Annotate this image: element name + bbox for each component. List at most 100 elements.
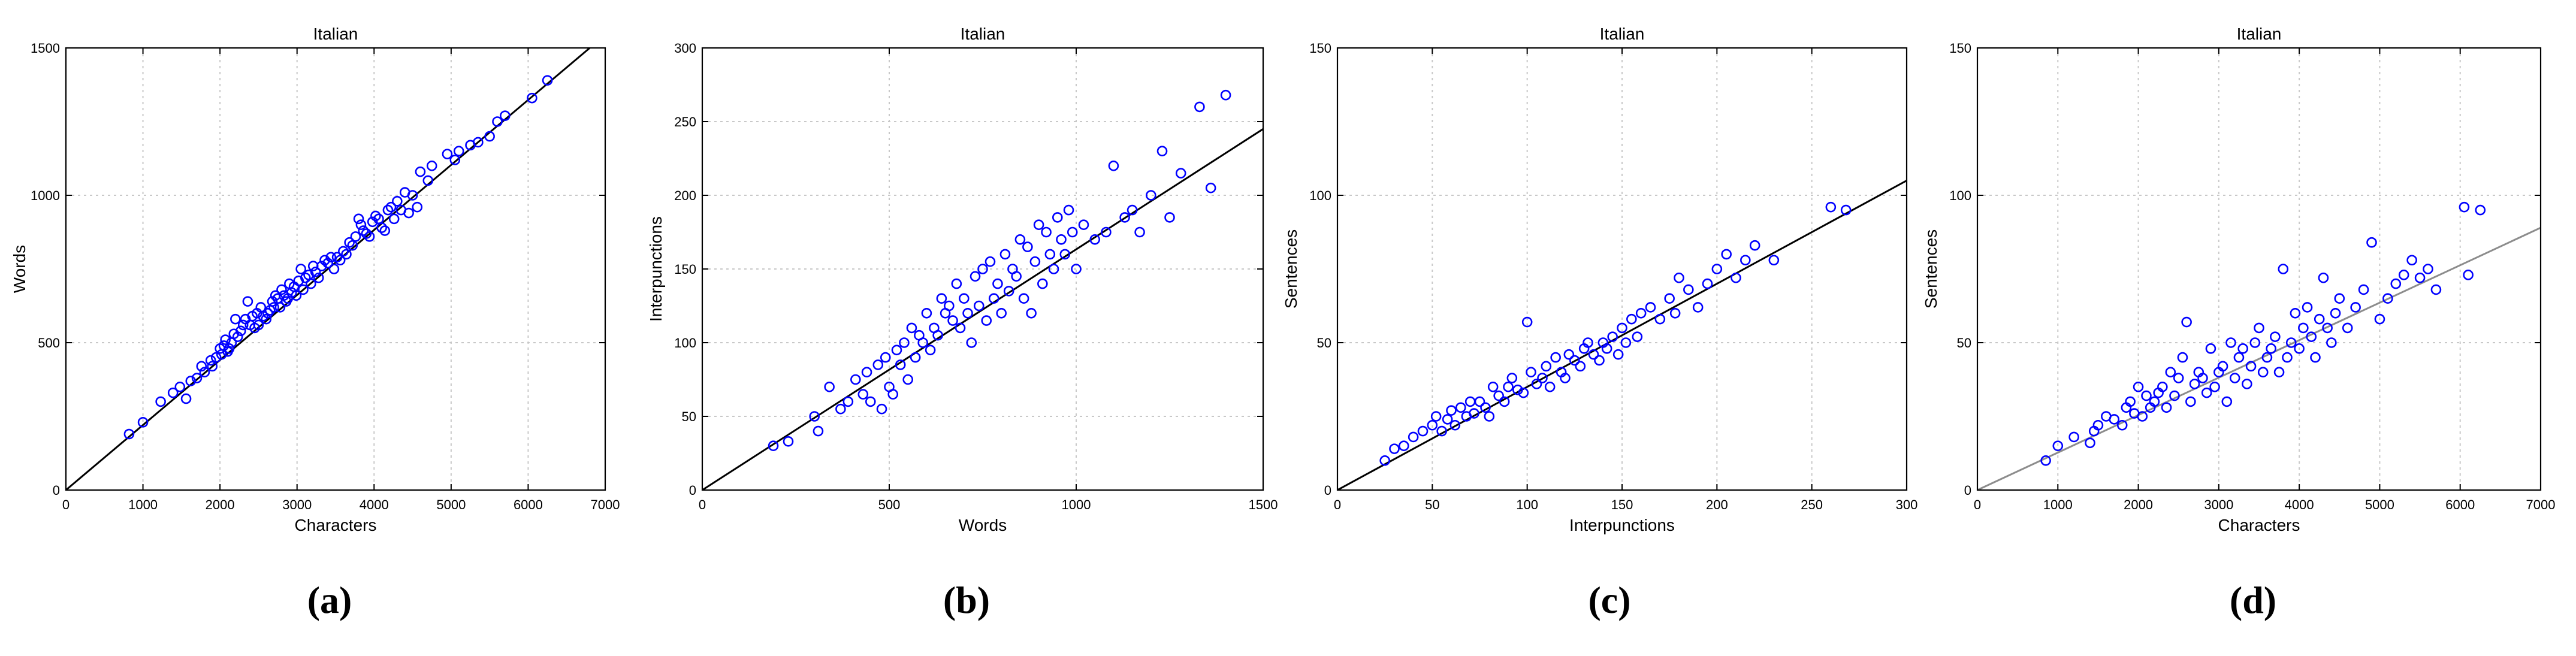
data-point: [1011, 271, 1022, 282]
x-axis-label: Characters: [295, 516, 377, 534]
data-point: [1078, 219, 1089, 231]
y-tick-label: 0: [1324, 483, 1331, 498]
data-point: [388, 213, 400, 225]
x-tick-label: 4000: [360, 497, 389, 512]
fit-line: [66, 48, 591, 490]
data-point: [2225, 337, 2236, 348]
data-point: [1408, 431, 1419, 443]
data-point: [385, 201, 397, 213]
data-point: [2229, 373, 2240, 383]
data-point: [1731, 272, 1741, 283]
data-point: [1635, 307, 1647, 319]
data-point: [1156, 146, 1168, 156]
data-point: [1389, 443, 1400, 454]
data-point: [1692, 302, 1704, 313]
data-point: [1026, 307, 1037, 319]
data-point: [2161, 402, 2172, 413]
data-point: [1469, 408, 1479, 419]
data-point: [527, 92, 537, 104]
data-point: [1512, 384, 1523, 395]
axes-frame: [65, 47, 606, 491]
data-point: [1474, 396, 1485, 407]
x-tick-label: 0: [62, 497, 70, 512]
data-point: [2245, 361, 2257, 372]
data-point: [392, 196, 403, 207]
data-point: [1417, 425, 1429, 437]
data-point: [2221, 396, 2233, 407]
y-tick-label: 0: [689, 483, 696, 498]
caption-b: (b): [943, 579, 990, 621]
data-point: [850, 374, 861, 385]
data-point: [232, 331, 243, 342]
data-point: [1134, 226, 1145, 238]
data-point: [936, 293, 947, 304]
data-point: [350, 231, 361, 242]
data-point: [955, 322, 966, 334]
data-point: [2342, 322, 2353, 334]
data-point: [422, 175, 434, 186]
data-point: [1506, 373, 1518, 383]
data-point: [1575, 361, 1586, 372]
data-point: [403, 207, 414, 219]
data-point: [1487, 381, 1499, 392]
data-point: [341, 249, 352, 260]
data-point: [887, 389, 899, 400]
data-point: [382, 204, 394, 216]
data-point: [1740, 255, 1751, 266]
data-point: [210, 352, 222, 363]
y-tick-label: 250: [674, 114, 696, 129]
x-tick-label: 150: [1611, 497, 1633, 512]
data-point: [291, 290, 302, 301]
fit-line: [1977, 226, 2541, 490]
data-point: [2249, 337, 2261, 348]
data-point: [1014, 234, 1026, 245]
data-point: [1041, 226, 1052, 238]
data-point: [1711, 264, 1723, 274]
data-point: [895, 359, 906, 370]
data-point: [2406, 255, 2417, 266]
data-point: [992, 278, 1003, 289]
data-point: [1056, 234, 1067, 245]
x-tick-label: 7000: [2526, 497, 2556, 512]
data-point: [959, 293, 970, 304]
data-point: [237, 319, 249, 331]
data-point: [2254, 322, 2264, 334]
data-point: [1430, 411, 1442, 422]
data-point: [2310, 352, 2321, 363]
data-point: [1427, 419, 1438, 431]
data-point: [1563, 349, 1575, 360]
data-point: [2350, 302, 2361, 313]
data-point: [137, 417, 149, 428]
data-point: [1620, 337, 1632, 348]
data-point: [1480, 402, 1491, 413]
data-point: [224, 343, 235, 354]
y-axis-label: Sentences: [1922, 229, 1940, 309]
data-point: [835, 403, 846, 415]
data-point: [364, 231, 375, 242]
y-tick-label: 1500: [31, 41, 60, 56]
data-point: [1484, 411, 1495, 422]
data-point: [2217, 361, 2228, 372]
data-point: [902, 374, 913, 385]
data-point: [1037, 278, 1048, 289]
data-point: [310, 267, 321, 277]
data-point: [426, 160, 437, 171]
data-point: [205, 355, 216, 366]
data-point: [2334, 293, 2345, 304]
data-point: [442, 149, 453, 159]
data-point: [2285, 337, 2297, 348]
data-point: [1537, 373, 1548, 383]
data-point: [2068, 431, 2079, 443]
x-tick-label: 2000: [2124, 497, 2153, 512]
data-point: [2273, 367, 2285, 378]
chart-panel-2: 0 50 100 150 200 250 300 0 50 100 150 Italian Interp…: [1282, 25, 1917, 534]
data-point: [2149, 396, 2160, 407]
x-tick-label: 2000: [206, 497, 235, 512]
data-point: [947, 315, 958, 326]
data-point: [842, 396, 854, 407]
data-point: [1521, 316, 1533, 328]
fit-line: [1337, 180, 1907, 490]
data-point: [1044, 249, 1056, 260]
data-point: [2125, 396, 2136, 407]
data-point: [361, 228, 372, 239]
